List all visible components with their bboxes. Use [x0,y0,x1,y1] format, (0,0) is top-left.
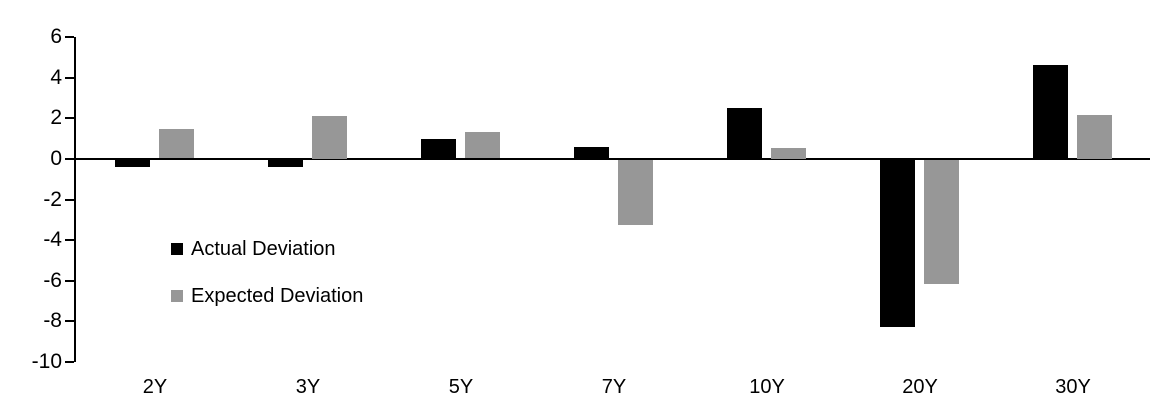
x-axis-label-10y: 10Y [749,376,785,398]
bar-2y-expected [159,129,194,158]
y-tick-label: -8 [43,309,62,333]
y-tick-label: 2 [50,106,62,130]
bar-5y-expected [465,132,500,158]
legend: Actual Deviation Expected Deviation [171,237,364,333]
bar-2y-actual [115,160,150,167]
bar-20y-expected [924,160,959,284]
x-axis-zero-line [74,158,1150,160]
bar-3y-expected [312,116,347,159]
x-axis-label-20y: 20Y [902,376,938,398]
y-tick-label: 0 [50,146,62,170]
y-tick-label: -2 [43,187,62,211]
y-tick-mark [65,158,74,160]
y-tick-mark [65,320,74,322]
x-axis-label-2y: 2Y [142,376,168,398]
bar-7y-actual [574,147,609,159]
y-tick-mark [65,280,74,282]
y-tick-mark [65,117,74,119]
y-tick-mark [65,77,74,79]
x-axis-label-30y: 30Y [1055,376,1091,398]
bar-3y-actual [268,160,303,167]
legend-label-actual: Actual Deviation [191,237,336,260]
x-axis-label-7y: 7Y [601,376,627,398]
y-tick-mark [65,36,74,38]
bar-10y-actual [727,108,762,159]
legend-swatch-actual [171,243,183,255]
y-tick-label: 4 [50,65,62,89]
legend-swatch-expected [171,290,183,302]
legend-item-actual: Actual Deviation [171,237,363,260]
x-axis-label-3y: 3Y [295,376,321,398]
y-tick-label: -6 [43,268,62,292]
y-tick-mark [65,361,74,363]
legend-label-expected: Expected Deviation [191,284,364,307]
y-tick-label: -10 [31,350,62,373]
bar-5y-actual [421,139,456,159]
bar-20y-actual [880,160,915,327]
bar-10y-expected [771,148,806,159]
y-axis-line [74,37,76,362]
y-tick-mark [65,239,74,241]
y-tick-label: 6 [50,25,62,48]
y-tick-mark [65,199,74,201]
legend-item-expected: Expected Deviation [171,284,364,307]
x-axis-label-5y: 5Y [448,376,474,398]
bar-30y-actual [1033,65,1068,158]
bar-30y-expected [1077,115,1112,159]
y-tick-label: -4 [43,228,62,252]
bar-7y-expected [618,160,653,225]
